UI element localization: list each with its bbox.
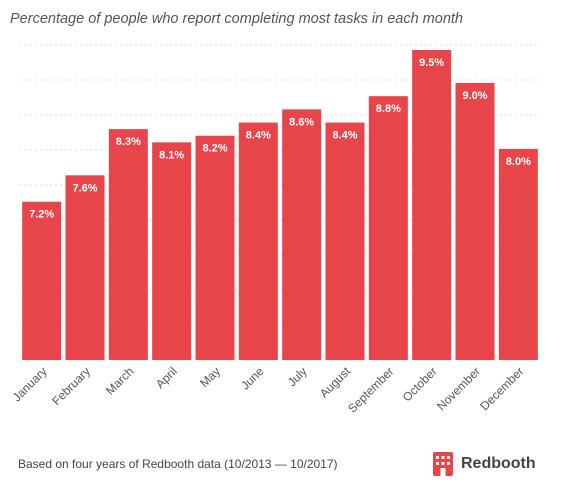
category-label: June (238, 364, 267, 393)
category-label: September (345, 364, 396, 415)
value-label: 7.6% (72, 182, 97, 194)
value-label: 8.4% (332, 130, 357, 142)
value-labels: 7.2% 7.6% 8.3% 8.1% 8.2% 8.4% 8.6% 8.4% 8.8% 9.5%… (29, 57, 531, 221)
category-label: December (477, 364, 526, 413)
bar-september (368, 96, 408, 360)
bar-april (152, 142, 192, 360)
bar-june (238, 122, 278, 360)
value-label: 8.1% (159, 149, 184, 161)
value-label: 9.0% (462, 90, 487, 102)
bar-august (325, 122, 365, 360)
bars (22, 50, 538, 361)
category-label: January (10, 364, 50, 404)
value-label: 9.5% (419, 57, 444, 69)
bar-july (282, 109, 322, 361)
bar-october (412, 50, 452, 360)
bar-march (108, 129, 148, 360)
redbooth-logo-icon (433, 452, 453, 476)
value-label: 8.0% (506, 156, 531, 168)
category-labels: January February March April May June July Augu… (10, 364, 527, 416)
category-label: May (197, 364, 223, 390)
value-label: 8.6% (289, 116, 314, 128)
value-label: 8.3% (116, 136, 141, 148)
bar-may (195, 135, 235, 360)
value-label: 8.4% (246, 130, 271, 142)
bar-november (455, 82, 495, 360)
brand-name: Redbooth (461, 455, 536, 472)
category-label: April (153, 364, 180, 391)
footnote: Based on four years of Redbooth data (10… (18, 457, 338, 471)
bar-december (498, 148, 538, 360)
gridlines (20, 44, 540, 361)
category-label: March (103, 364, 136, 397)
value-label: 7.2% (29, 209, 54, 221)
category-label: August (317, 364, 354, 401)
bar-january (22, 201, 62, 360)
bar-chart: 7.2% 7.6% 8.3% 8.1% 8.2% 8.4% 8.6% 8.4% 8.8% 9.5%… (10, 44, 540, 416)
category-label: October (400, 364, 440, 404)
category-label: November (434, 364, 483, 413)
brand-logo: Redbooth (432, 451, 536, 477)
bar-february (65, 175, 105, 360)
category-label: July (285, 364, 310, 389)
chart-title: Percentage of people who report completi… (10, 11, 463, 27)
category-label: February (49, 364, 93, 408)
value-label: 8.2% (202, 143, 227, 155)
value-label: 8.8% (376, 103, 401, 115)
